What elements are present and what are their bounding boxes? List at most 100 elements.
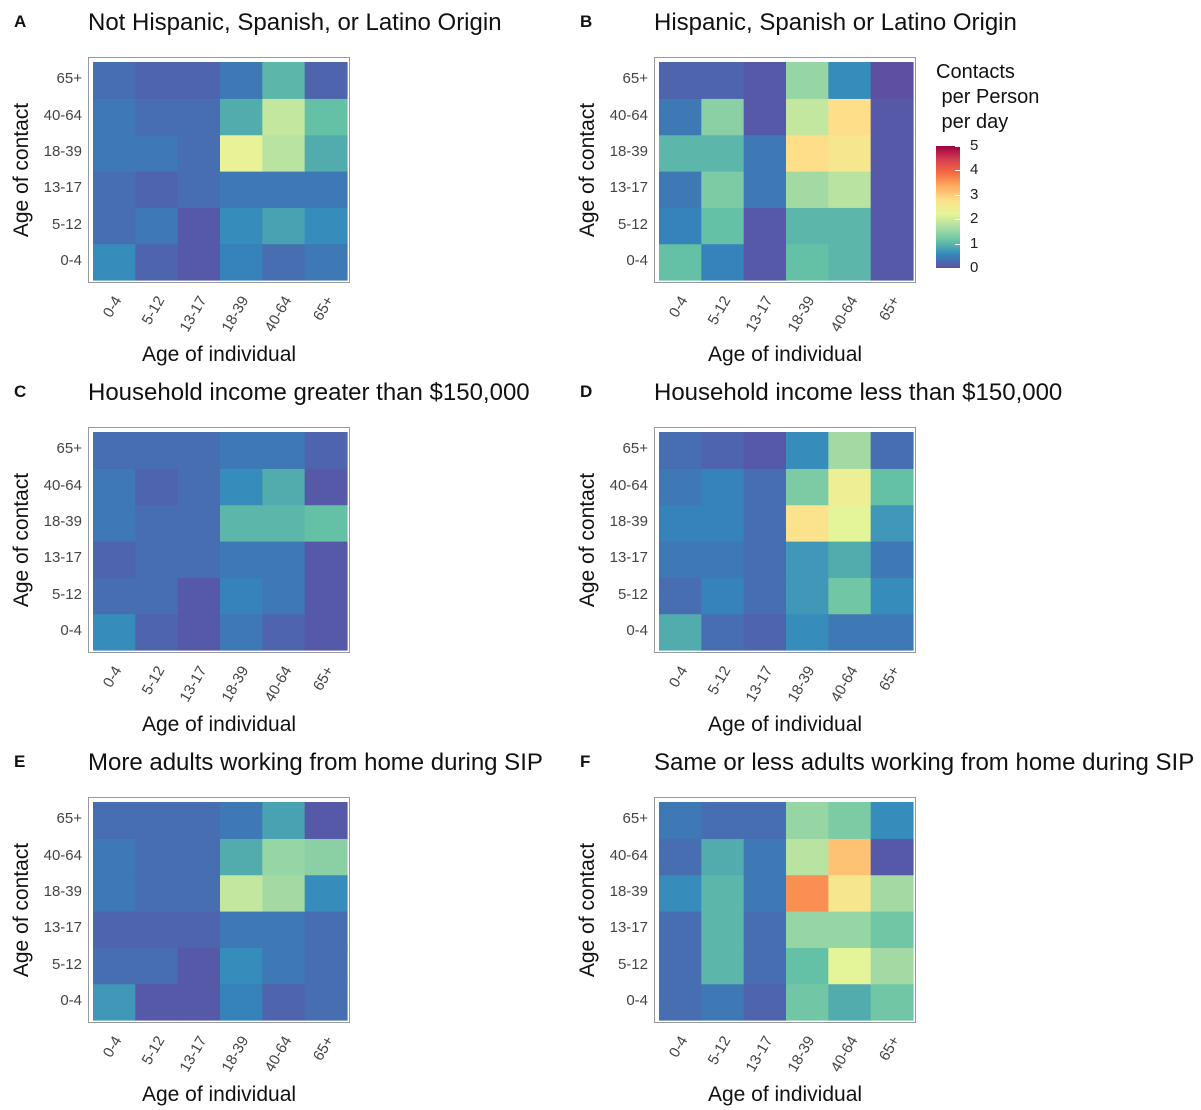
panel-title: Household income less than $150,000 <box>654 379 1063 406</box>
heatmap-cell <box>701 171 745 208</box>
legend-tick-label: 0 <box>970 259 979 276</box>
heatmap-cell <box>262 432 306 469</box>
heatmap-cell <box>262 947 306 985</box>
heatmap-cell <box>786 541 829 578</box>
legend-tick-label: 4 <box>970 161 979 179</box>
heatmap-cell <box>828 171 872 208</box>
heatmap-cell <box>135 432 179 469</box>
heatmap-cell <box>220 577 263 615</box>
heatmap-cell <box>262 541 306 578</box>
panel-title: Hispanic, Spanish or Latino Origin <box>654 9 1017 36</box>
heatmap-cell <box>701 577 745 615</box>
heatmap-cell <box>786 134 829 172</box>
heatmap-cell <box>220 983 263 1021</box>
legend-tick-label: 3 <box>970 185 979 203</box>
heatmap-cell <box>659 468 702 506</box>
heatmap-plot <box>654 797 916 1023</box>
heatmap-cell <box>828 911 872 948</box>
heatmap-cell <box>828 504 872 542</box>
legend-tick-label: 2 <box>970 210 979 228</box>
heatmap-cell <box>743 62 787 99</box>
heatmap-cell <box>701 911 745 948</box>
heatmap-cell <box>93 613 136 651</box>
heatmap-cell <box>786 802 829 839</box>
panel-title: More adults working from home during SIP <box>88 749 543 776</box>
heatmap-cell <box>304 62 348 99</box>
heatmap-cell <box>701 983 745 1021</box>
heatmap-cell <box>262 911 306 948</box>
heatmap-cell <box>828 134 872 172</box>
heatmap-cell <box>828 874 872 912</box>
heatmap-cell <box>786 838 829 876</box>
heatmap-svg <box>93 802 348 1021</box>
heatmap-cell <box>743 947 787 985</box>
heatmap-cell <box>743 838 787 876</box>
heatmap-cell <box>304 874 348 912</box>
heatmap-cell <box>743 911 787 948</box>
heatmap-cell <box>659 171 702 208</box>
heatmap-cell <box>304 98 348 136</box>
heatmap-cell <box>135 134 179 172</box>
y-tick-label: 65+ <box>622 810 648 828</box>
heatmap-cell <box>177 874 221 912</box>
heatmap-cell <box>870 983 914 1021</box>
y-tick-label: 5-12 <box>617 955 648 973</box>
heatmap-cell <box>177 577 221 615</box>
legend-tick-mark <box>955 268 960 269</box>
heatmap-cell <box>93 541 136 578</box>
heatmap-cell <box>177 243 221 281</box>
y-tick-label: 40-64 <box>609 846 648 864</box>
heatmap-cell <box>220 874 263 912</box>
heatmap-cell <box>135 171 179 208</box>
heatmap-cell <box>786 613 829 651</box>
heatmap-cell <box>304 243 348 281</box>
heatmap-cell <box>659 504 702 542</box>
heatmap-cell <box>828 62 872 99</box>
heatmap-cell <box>870 613 914 651</box>
heatmap-cell <box>828 802 872 839</box>
heatmap-cell <box>786 171 829 208</box>
legend-tick-mark <box>955 219 960 221</box>
heatmap-cell <box>93 134 136 172</box>
heatmap-cell <box>135 207 179 245</box>
heatmap-cell <box>870 134 914 172</box>
y-tick-label: 0-4 <box>626 251 648 269</box>
heatmap-cell <box>262 838 306 876</box>
heatmap-cell <box>220 911 263 948</box>
legend-tick-mark <box>955 170 960 172</box>
heatmap-cell <box>135 541 179 578</box>
heatmap-cell <box>220 432 263 469</box>
panel-c: C Household income greater than $150,000 0… <box>0 370 566 740</box>
panel-e: E More adults working from home during SI… <box>0 740 566 1110</box>
heatmap-svg <box>93 62 348 281</box>
legend-tick-label: 5 <box>970 137 979 154</box>
heatmap-cell <box>135 613 179 651</box>
heatmap-cell <box>262 613 306 651</box>
heatmap-cell <box>659 911 702 948</box>
heatmap-cell <box>743 613 787 651</box>
heatmap-cell <box>262 171 306 208</box>
heatmap-cell <box>870 98 914 136</box>
heatmap-cell <box>177 62 221 99</box>
y-tick-label: 65+ <box>56 440 82 458</box>
heatmap-cell <box>93 838 136 876</box>
heatmap-cell <box>828 468 872 506</box>
heatmap-cell <box>135 874 179 912</box>
panel-title: Same or less adults working from home du… <box>654 749 1195 776</box>
heatmap-cell <box>135 802 179 839</box>
heatmap-cell <box>177 911 221 948</box>
x-axis-label: Age of individual <box>707 343 863 366</box>
heatmap-cell <box>743 802 787 839</box>
heatmap-cell <box>93 911 136 948</box>
y-axis-label: Age of contact <box>10 102 33 238</box>
y-tick-label: 18-39 <box>43 512 82 530</box>
heatmap-cell <box>828 432 872 469</box>
y-axis-label: Age of contact <box>10 472 33 608</box>
heatmap-cell <box>743 468 787 506</box>
heatmap-cell <box>304 911 348 948</box>
heatmap-cell <box>304 838 348 876</box>
heatmap-cell <box>786 243 829 281</box>
heatmap-cell <box>135 911 179 948</box>
heatmap-cell <box>743 504 787 542</box>
heatmap-cell <box>220 541 263 578</box>
